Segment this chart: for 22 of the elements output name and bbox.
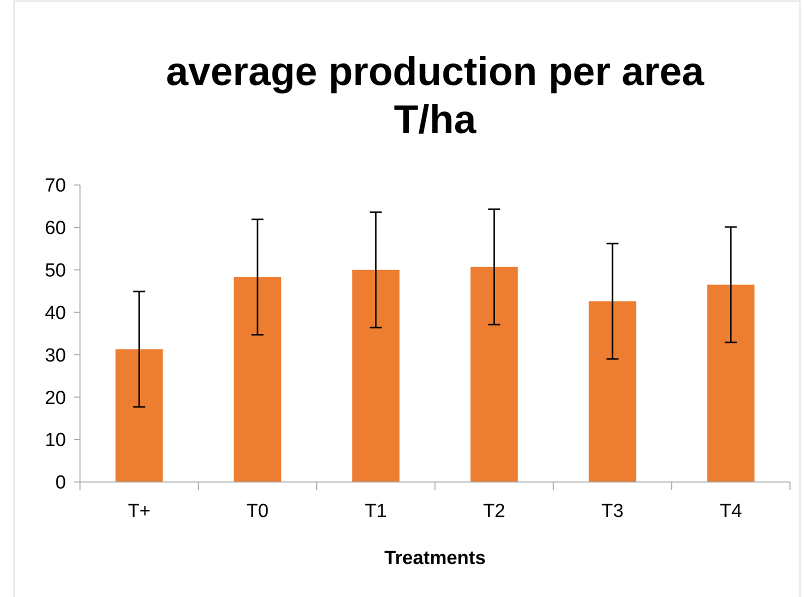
y-tick-label: 30: [44, 345, 66, 366]
bar: [352, 270, 400, 482]
x-tick-label: T0: [246, 501, 269, 522]
bar: [707, 284, 754, 482]
y-tick-label: 70: [44, 176, 66, 197]
y-tick-label: 20: [44, 388, 66, 409]
bar: [588, 301, 636, 482]
bar: [470, 266, 518, 482]
bar: [116, 349, 163, 482]
y-tick-label: 0: [55, 472, 66, 494]
x-axis-title: Treatments: [384, 548, 486, 569]
y-tick-label: 50: [44, 260, 66, 282]
x-tick-label: T2: [483, 501, 506, 522]
y-tick-label: 40: [44, 302, 66, 324]
y-tick-label: 60: [44, 218, 66, 240]
y-tick-label: 10: [44, 430, 66, 452]
chart-title: average production per area T/ha: [166, 50, 705, 142]
x-tick-label: T1: [364, 501, 387, 522]
x-tick-label: T3: [601, 501, 624, 522]
x-tick-label: T+: [128, 501, 151, 522]
bar: [234, 277, 282, 482]
x-tick-label: T4: [720, 501, 742, 522]
